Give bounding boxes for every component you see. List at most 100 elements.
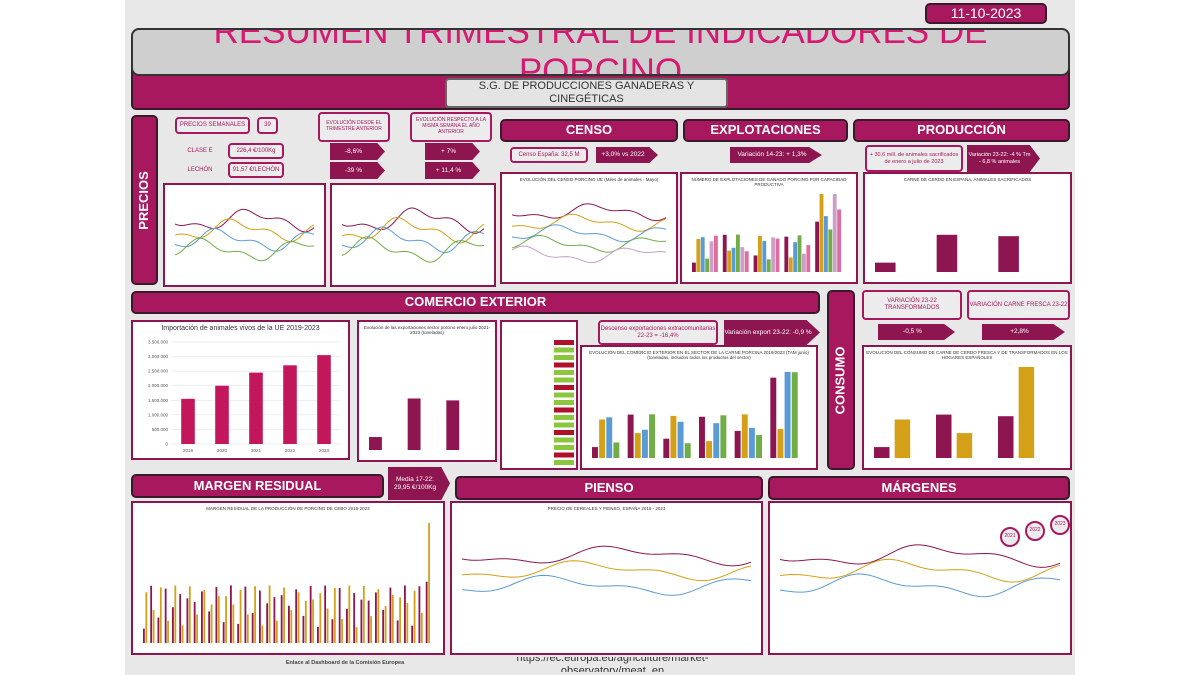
bar bbox=[727, 250, 732, 272]
bar bbox=[720, 415, 727, 458]
bar bbox=[875, 262, 896, 272]
bar bbox=[748, 427, 755, 458]
bar bbox=[722, 234, 727, 272]
bar bbox=[259, 590, 261, 643]
y-tick-label: 3.500.000 bbox=[148, 340, 169, 345]
bar bbox=[700, 237, 705, 272]
bar bbox=[709, 241, 714, 272]
bar bbox=[295, 589, 298, 643]
bar bbox=[936, 234, 958, 272]
bar bbox=[215, 385, 229, 444]
chart-panel: EVOLUCIÓN DEL CENSO PORCINO UE (Miles de… bbox=[500, 172, 678, 284]
row-label: CLASE E bbox=[187, 147, 213, 154]
x-tick-label: 2023 bbox=[319, 448, 330, 453]
bar bbox=[740, 247, 745, 272]
bar bbox=[254, 586, 256, 643]
change: + 11,4 % bbox=[425, 162, 480, 179]
bar bbox=[684, 443, 691, 458]
price: 226,4 €/100Kg bbox=[228, 143, 284, 159]
bar bbox=[309, 586, 312, 643]
bar bbox=[179, 594, 182, 643]
year-bubble: 2021 bbox=[1000, 527, 1020, 547]
label: EVOLUCIÓN DESDE EL TRIMESTRE ANTERIOR bbox=[318, 112, 390, 142]
change: +2,8% bbox=[982, 324, 1065, 340]
bar bbox=[275, 620, 278, 643]
line bbox=[174, 208, 315, 233]
section-header: MARGEN RESIDUAL bbox=[131, 474, 384, 498]
bar bbox=[237, 623, 240, 643]
line bbox=[779, 573, 1061, 598]
bar bbox=[246, 614, 249, 643]
section-header: COMERCIO EXTERIOR bbox=[131, 291, 820, 314]
bar bbox=[348, 585, 351, 643]
line bbox=[174, 218, 315, 243]
bar bbox=[714, 235, 718, 272]
section-label: CONSUMO bbox=[827, 290, 855, 470]
section-header: PRODUCCIÓN bbox=[853, 119, 1070, 142]
bar bbox=[312, 599, 314, 643]
bar bbox=[333, 588, 336, 643]
bar bbox=[404, 585, 406, 643]
chart-panel: CARNE DE CERDO EN ESPAÑA, ANIMALES SACRI… bbox=[863, 172, 1072, 284]
row-marker bbox=[554, 430, 574, 435]
change: -39 % bbox=[330, 162, 385, 179]
bar bbox=[302, 615, 305, 643]
bar bbox=[164, 588, 167, 643]
bar bbox=[824, 216, 828, 272]
bar bbox=[819, 194, 824, 272]
bar bbox=[341, 619, 343, 643]
bar bbox=[326, 608, 329, 643]
year-bubble: 2022 bbox=[1025, 521, 1045, 541]
bar bbox=[770, 377, 777, 458]
line bbox=[511, 234, 667, 253]
chart-panel bbox=[500, 320, 578, 470]
bar bbox=[222, 622, 225, 643]
bar bbox=[613, 442, 620, 458]
bar bbox=[428, 523, 430, 643]
row-marker bbox=[554, 355, 574, 360]
change: +3,0% vs 2022 bbox=[596, 147, 658, 163]
bar bbox=[370, 616, 372, 643]
line bbox=[461, 574, 752, 596]
bar bbox=[280, 595, 283, 643]
chart-panel: EVOLUCIÓN DEL CONSUMO DE CARNE DE CERDO … bbox=[862, 345, 1072, 470]
line bbox=[341, 207, 485, 234]
row-marker bbox=[554, 362, 574, 368]
bar bbox=[268, 585, 271, 643]
bar bbox=[699, 416, 705, 458]
bar bbox=[758, 235, 762, 272]
y-tick-label: 1.000.000 bbox=[148, 412, 169, 417]
thumbnail bbox=[461, 545, 752, 596]
bar bbox=[150, 585, 153, 643]
line bbox=[341, 216, 485, 244]
year-bubble: 2023 bbox=[1050, 515, 1070, 535]
thumbnail bbox=[511, 203, 667, 264]
line bbox=[174, 237, 315, 262]
row-marker bbox=[554, 400, 574, 405]
thumbnail bbox=[875, 234, 1019, 272]
bar bbox=[788, 257, 793, 272]
section-header: PIENSO bbox=[455, 476, 763, 500]
bar bbox=[407, 398, 421, 450]
note: Descenso exportaciones extracomunitarias… bbox=[598, 320, 718, 345]
bar bbox=[706, 441, 713, 458]
bar bbox=[705, 258, 710, 272]
bar bbox=[756, 435, 763, 458]
bar bbox=[360, 599, 363, 643]
chart-panel: EVOLUCIÓN DEL COMERCIO EXTERIOR EN EL SE… bbox=[580, 345, 818, 470]
chart-panel: Importación de animales vivos de la UE 2… bbox=[131, 320, 350, 460]
chart-panel: MARGEN RESIDUAL DE LA PRODUCCIÓN DE PORC… bbox=[131, 501, 445, 655]
bar bbox=[145, 592, 148, 643]
bar bbox=[167, 620, 169, 643]
row-marker bbox=[554, 370, 574, 375]
bar bbox=[420, 612, 423, 643]
change: Variación 14-23: + 1,3% bbox=[730, 147, 822, 163]
chart-panel: NÚMERO DE EXPLOTACIONES DE GANADO PORCIN… bbox=[680, 172, 858, 284]
bar bbox=[317, 355, 331, 444]
title: RESUMEN TRIMESTRAL DE INDICADORES DE POR… bbox=[131, 28, 1070, 76]
row-marker bbox=[554, 452, 574, 458]
x-tick-label: 2020 bbox=[217, 448, 228, 453]
bar bbox=[791, 372, 798, 458]
bar bbox=[384, 605, 387, 643]
bar bbox=[998, 236, 1019, 272]
